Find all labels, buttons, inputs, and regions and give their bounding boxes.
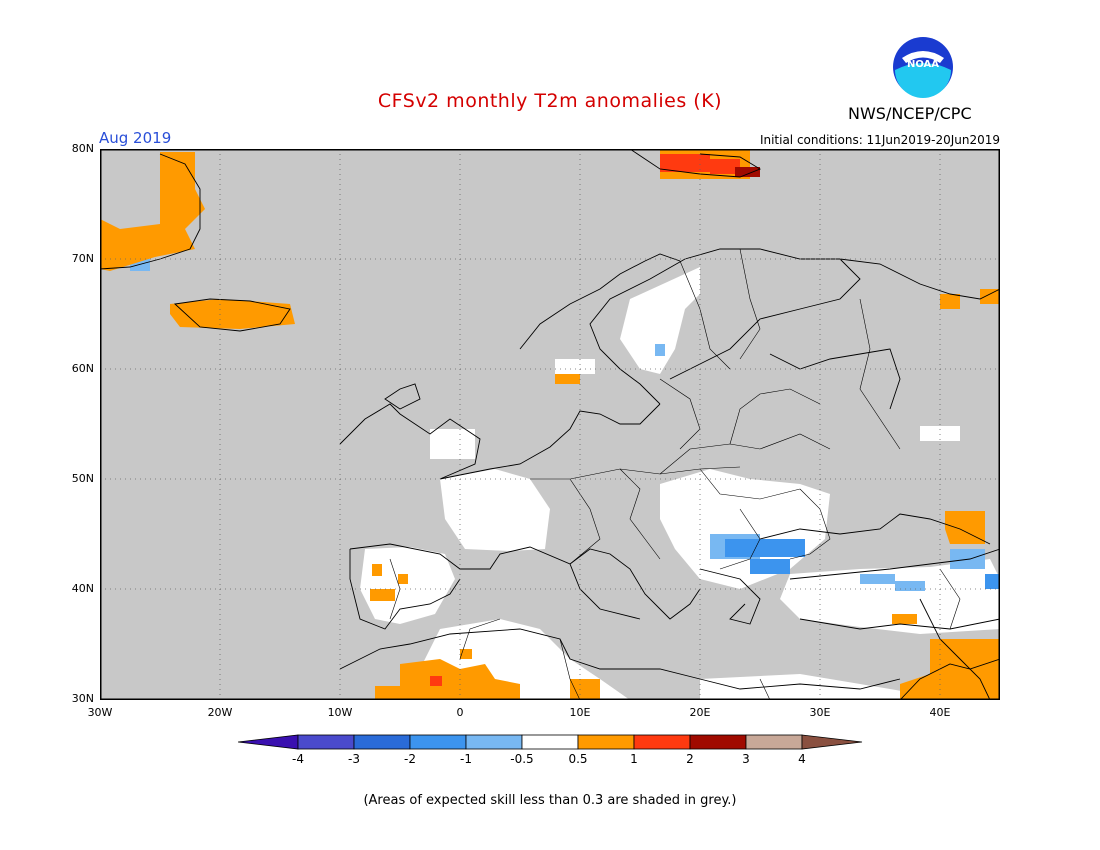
colorbar-label-neg05: -0.5 [510,752,534,766]
graticule [100,149,1000,700]
warm-anomaly-regions [100,149,1000,700]
noaa-logo: NOAA [893,37,953,98]
noaa-logo-text: NOAA [907,59,939,70]
lat-label-70n: 70N [71,252,94,265]
agency-label: NWS/NCEP/CPC [848,104,972,123]
colorbar-box-4 [465,734,523,750]
lon-label-20e: 20E [689,706,711,719]
valid-month: Aug 2019 [99,129,172,147]
lon-label-20w: 20W [207,706,233,719]
lat-label-30n: 30N [71,692,94,705]
lat-label-80n: 80N [71,142,94,155]
hot-anomaly-regions [430,154,740,686]
colorbar-box-1 [297,734,355,750]
country-borders [389,248,961,700]
lon-label-10w: 10W [327,706,353,719]
lon-label-30e: 30E [809,706,831,719]
colorbar-box-2 [353,734,411,750]
colorbar-label-05: 0.5 [568,752,588,766]
lon-label-40e: 40E [929,706,951,719]
colorbar-box-8 [689,734,747,750]
lat-label-60n: 60N [71,362,94,375]
lon-label-0: 0 [456,706,464,719]
map-title: CFSv2 monthly T2m anomalies (K) [377,90,723,112]
colorbar-label-neg4: -4 [292,752,304,766]
map-frame [100,149,1000,700]
lat-label-40n: 40N [71,582,94,595]
colorbar-label-2: 2 [686,752,694,766]
colorbar-label-1: 1 [630,752,638,766]
initial-conditions: Initial conditions: 11Jun2019-20Jun2019 [759,133,1000,147]
colorbar-box-9 [745,734,803,750]
colorbar-label-neg3: -3 [348,752,360,766]
cold-anomaly-regions [725,539,1000,589]
colorbar [238,734,863,750]
skill-footnote: (Areas of expected skill less than 0.3 a… [363,793,737,808]
lat-label-50n: 50N [71,472,94,485]
colorbar-box-7 [633,734,691,750]
colorbar-min-arrow [238,734,299,750]
colorbar-box-6 [577,734,635,750]
colorbar-box-3 [409,734,467,750]
colorbar-label-4: 4 [798,752,806,766]
colorbar-max-arrow [801,734,863,750]
very-hot-anomaly-regions [735,167,760,177]
colorbar-box-5 [521,734,579,750]
colorbar-label-neg1: -1 [460,752,472,766]
colorbar-label-neg2: -2 [404,752,416,766]
lon-label-30w: 30W [87,706,113,719]
colorbar-label-3: 3 [742,752,750,766]
lon-label-10e: 10E [569,706,591,719]
colorbar-boxes [238,734,863,750]
anomaly-map [100,149,1000,700]
